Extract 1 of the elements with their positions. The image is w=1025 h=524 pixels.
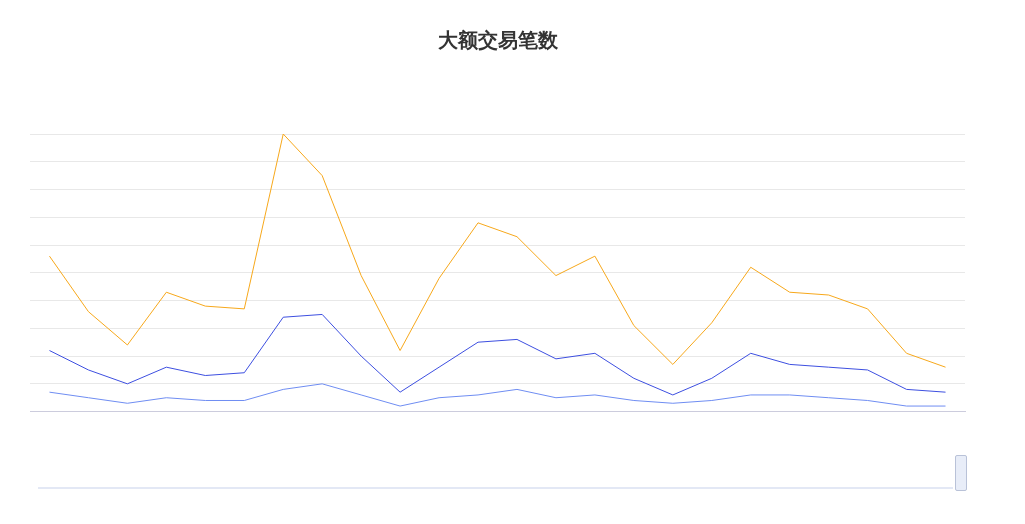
chart-title: 大额交易笔数 — [437, 28, 559, 53]
